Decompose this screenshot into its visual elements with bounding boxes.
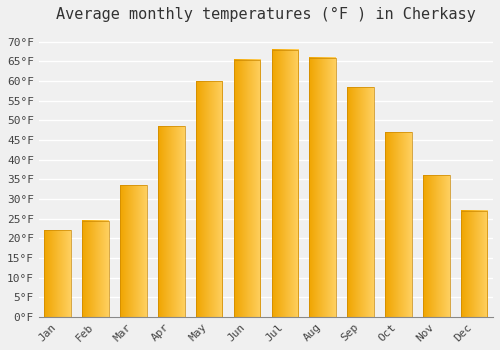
Bar xyxy=(348,87,374,317)
Bar xyxy=(158,126,184,317)
Bar xyxy=(196,81,222,317)
Title: Average monthly temperatures (°F ) in Cherkasy: Average monthly temperatures (°F ) in Ch… xyxy=(56,7,476,22)
Bar xyxy=(272,50,298,317)
Bar xyxy=(44,230,71,317)
Bar xyxy=(120,185,146,317)
Bar xyxy=(234,60,260,317)
Bar xyxy=(310,57,336,317)
Bar xyxy=(82,220,109,317)
Bar xyxy=(423,175,450,317)
Bar xyxy=(461,211,487,317)
Bar xyxy=(385,132,411,317)
